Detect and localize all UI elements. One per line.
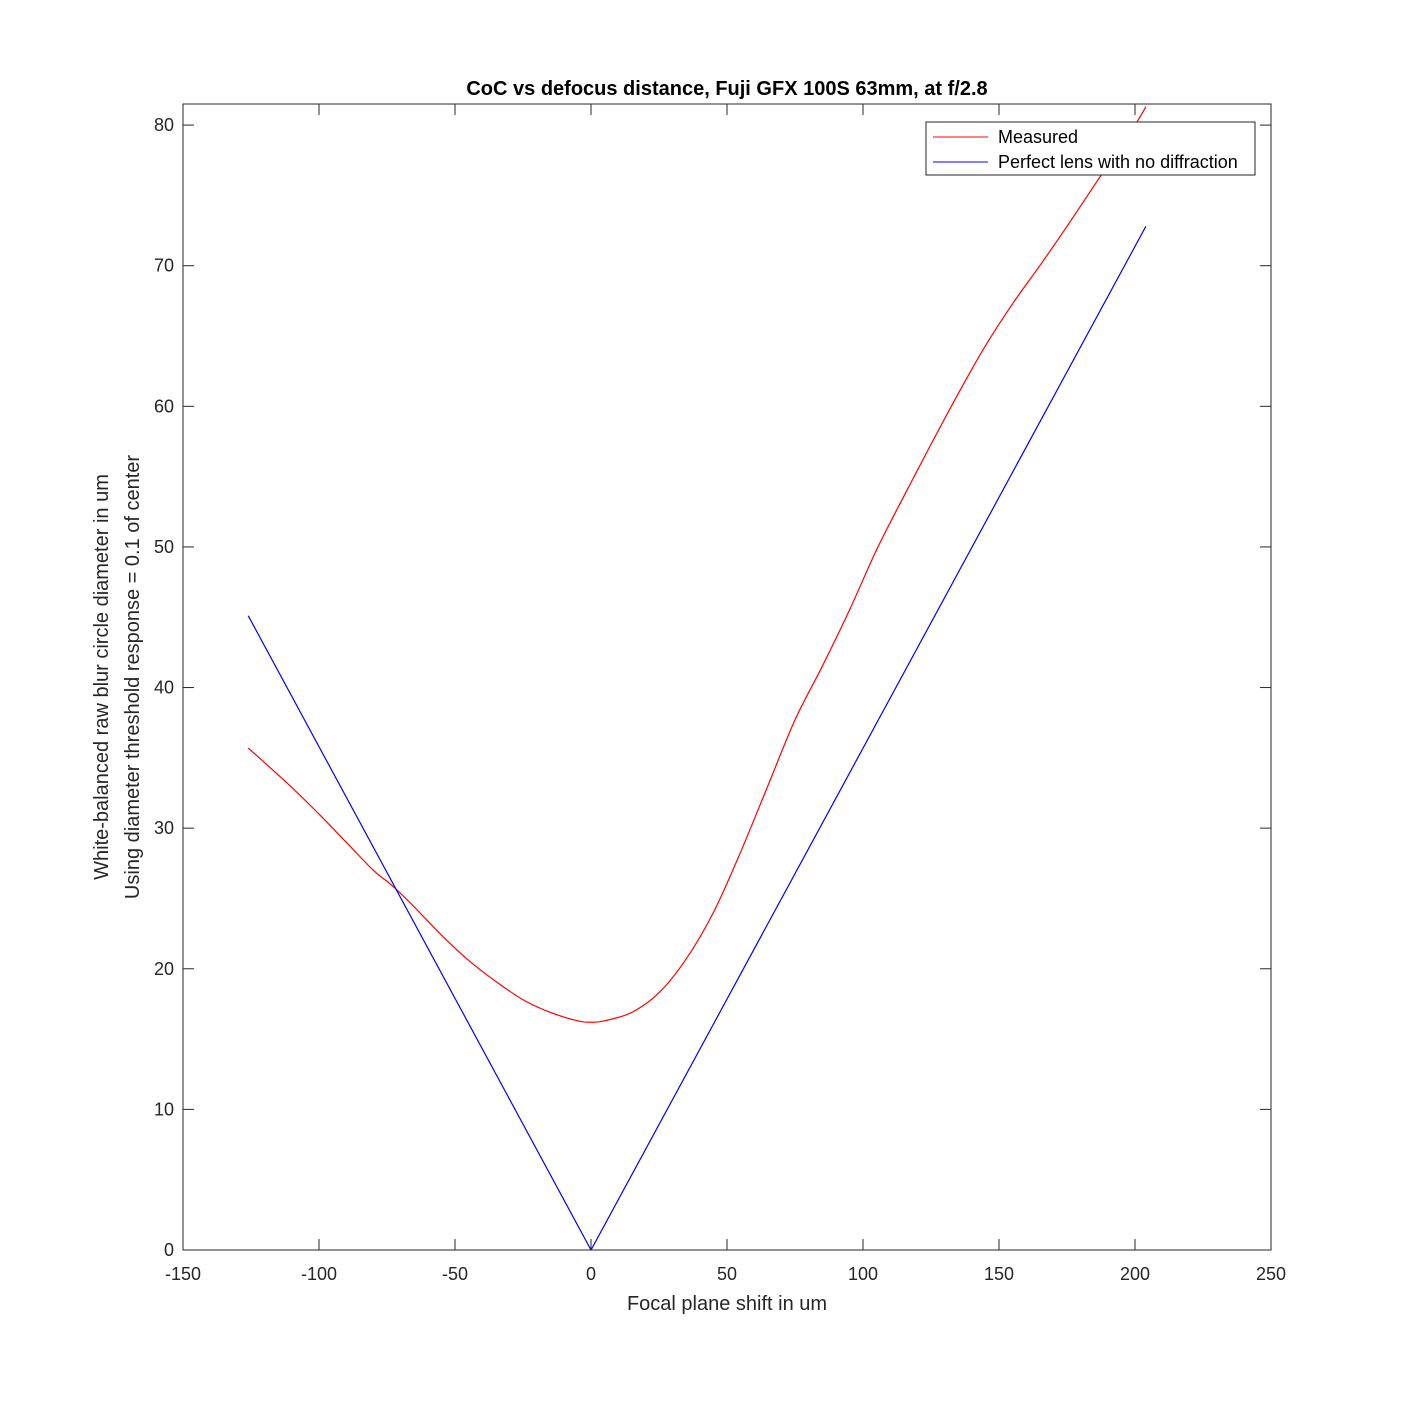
y-tick-label: 70 bbox=[154, 256, 174, 276]
y-tick-label: 10 bbox=[154, 1099, 174, 1119]
series-line-perfect-lens-with-no-diffraction bbox=[247, 226, 1147, 1250]
x-axis-label: Focal plane shift in um bbox=[627, 1293, 827, 1315]
legend-box bbox=[925, 121, 1256, 176]
x-tick-label: 250 bbox=[1256, 1264, 1286, 1284]
legend-label-measured: Measured bbox=[998, 127, 1078, 147]
legend: Measured Perfect lens with no diffractio… bbox=[925, 121, 1256, 176]
series-layer bbox=[247, 106, 1147, 1250]
x-tick-label: -150 bbox=[165, 1264, 201, 1284]
x-tick-label: 100 bbox=[848, 1264, 878, 1284]
y-tick-label: 30 bbox=[154, 818, 174, 838]
plot-area-background bbox=[183, 104, 1271, 1250]
y-tick-label: 80 bbox=[154, 115, 174, 135]
x-tick-label: 150 bbox=[984, 1264, 1014, 1284]
series-line-measured bbox=[247, 106, 1147, 1023]
y-axis-label-line-2: Using diameter threshold response = 0.1 … bbox=[122, 455, 144, 899]
y-axis-label-line-1: White-balanced raw blur circle diameter … bbox=[91, 474, 113, 880]
x-tick-label: 50 bbox=[717, 1264, 737, 1284]
y-tick-label: 50 bbox=[154, 537, 174, 557]
y-tick-label: 0 bbox=[164, 1240, 174, 1260]
x-tick-label: -100 bbox=[301, 1264, 337, 1284]
chart-title: CoC vs defocus distance, Fuji GFX 100S 6… bbox=[466, 78, 987, 100]
x-tick-label: 200 bbox=[1120, 1264, 1150, 1284]
legend-label-perfect-lens: Perfect lens with no diffraction bbox=[998, 152, 1238, 172]
y-tick-label: 40 bbox=[154, 678, 174, 698]
y-tick-label: 60 bbox=[154, 396, 174, 416]
x-tick-label: 0 bbox=[586, 1264, 596, 1284]
y-axis-label: White-balanced raw blur circle diameter … bbox=[91, 455, 144, 899]
ticks-layer: -150 -100 -50 0 50 100 150 200 250 0 10 20 30 40 50 60 7… bbox=[154, 104, 1286, 1284]
y-tick-label: 20 bbox=[154, 959, 174, 979]
x-tick-label: -50 bbox=[442, 1264, 468, 1284]
